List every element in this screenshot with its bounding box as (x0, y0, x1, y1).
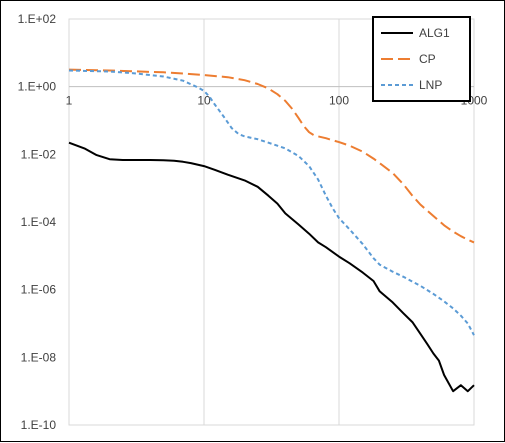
y-tick-label: 1.E-06 (21, 283, 57, 297)
legend-label: CP (419, 52, 436, 66)
x-tick-label: 100 (329, 94, 349, 108)
legend-label: LNP (419, 78, 442, 92)
y-tick-label: 1.E+02 (18, 12, 57, 26)
plot-area-border (68, 18, 475, 426)
y-tick-label: 1.E-08 (21, 350, 57, 364)
y-tick-label: 1.E+00 (18, 80, 57, 94)
y-tick-label: 1.E-02 (21, 147, 57, 161)
y-tick-label: 1.E-04 (21, 215, 57, 229)
y-tick-label: 1.E-10 (21, 418, 57, 432)
legend-label: ALG1 (419, 26, 450, 40)
series-line-alg1 (68, 141, 475, 393)
series-line-lnp (68, 69, 475, 336)
legend: ALG1 CP LNP (372, 16, 471, 102)
x-tick-label: 10 (197, 94, 211, 108)
x-tick-label: 1 (66, 94, 73, 108)
